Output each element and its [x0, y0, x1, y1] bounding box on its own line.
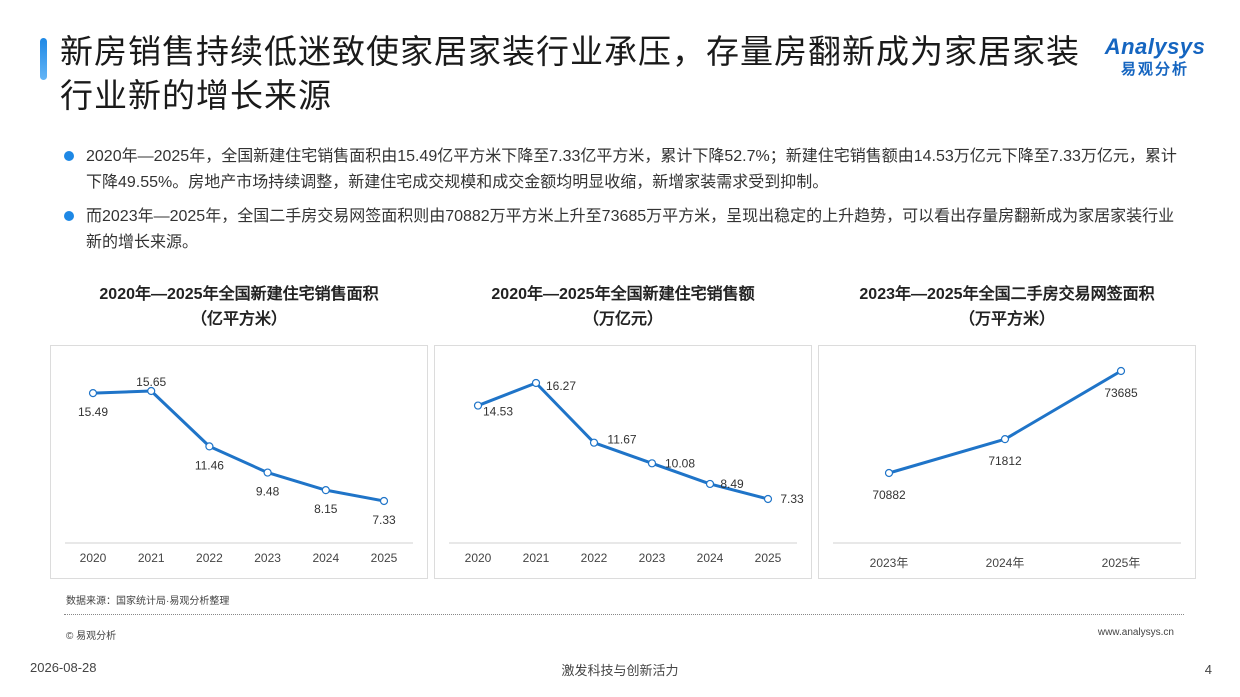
title-accent-bar	[40, 38, 47, 80]
data-label: 7.33	[372, 513, 396, 527]
data-point	[647, 459, 657, 468]
bullet-item: 2020年—2025年，全国新建住宅销售面积由15.49亿平方米下降至7.33亿…	[62, 144, 1182, 196]
data-label: 73685	[1104, 386, 1138, 400]
x-tick-label: 2023年	[870, 556, 909, 570]
logo-text-en: Analysys	[1104, 34, 1206, 59]
data-point	[1000, 435, 1010, 444]
x-tick-label: 2025年	[1102, 556, 1141, 570]
data-point	[263, 468, 272, 477]
page-number: 4	[1204, 662, 1212, 677]
data-point	[884, 468, 894, 478]
data-point	[88, 389, 98, 398]
data-source: 数据来源：国家统计局·易观分析整理	[66, 596, 230, 607]
chart-resale-area: 70882 2023年 71812 2024年 73685 2025年	[833, 366, 1181, 570]
data-label: 7.33	[780, 492, 804, 506]
bullet-dot-icon	[64, 151, 74, 161]
copyright: © 易观分析	[66, 631, 117, 642]
x-tick-label: 2023	[639, 551, 666, 565]
x-tick-label: 2022	[581, 551, 608, 565]
data-label: 11.46	[195, 458, 224, 472]
data-label: 15.65	[136, 375, 166, 389]
data-point	[147, 386, 156, 396]
x-tick-label: 2024年	[986, 556, 1025, 570]
chart-panel-resale-area: 70882 2023年 71812 2024年 73685 2025年	[818, 345, 1196, 579]
website-link[interactable]: www.analysys.cn	[1097, 627, 1174, 638]
data-label: 70882	[872, 488, 906, 502]
data-label: 11.67	[607, 433, 636, 447]
x-tick-label: 2024	[312, 551, 339, 565]
data-label: 8.15	[314, 502, 338, 516]
data-point	[1116, 366, 1126, 376]
data-point	[705, 479, 715, 489]
divider	[64, 614, 1184, 615]
data-label: 15.49	[78, 405, 108, 419]
bullet-item: 而2023年—2025年，全国二手房交易网签面积则由70882万平方米上升至73…	[62, 204, 1182, 256]
bullet-text: 2020年—2025年，全国新建住宅销售面积由15.49亿平方米下降至7.33亿…	[86, 148, 1177, 191]
data-point	[473, 401, 483, 410]
chart-title-sales-amount: 2020年—2025年全国新建住宅销售额 （万亿元）	[434, 282, 812, 332]
data-label: 14.53	[483, 405, 513, 419]
chart-unit-text: （万亿元）	[582, 311, 663, 328]
data-label: 71812	[988, 454, 1022, 468]
data-point	[379, 496, 389, 506]
data-point	[763, 494, 773, 504]
x-tick-label: 2022	[196, 551, 223, 565]
chart-panel-sales-amount: 14.53 2020 16.27 2021 11.67 2022 10.08 2023 8.49…	[434, 345, 812, 579]
logo-text-cn: 易观分析	[1120, 61, 1189, 78]
x-tick-label: 2023	[254, 551, 281, 565]
data-label: 8.49	[720, 477, 744, 491]
x-tick-label: 2025	[371, 551, 398, 565]
x-tick-label: 2020	[80, 551, 107, 565]
chart-panel-sales-area: 15.49 2020 15.65 2021 11.46 2022 9.48 2023 8.15 2…	[50, 345, 428, 579]
chart-sales-amount: 14.53 2020 16.27 2021 11.67 2022 10.08 2023 8.49…	[449, 378, 804, 565]
chart-unit-text: （亿平方米）	[190, 311, 287, 328]
x-tick-label: 2025	[755, 551, 782, 565]
analysys-logo: Analysys 易观分析	[1095, 34, 1215, 79]
series-line	[477, 381, 769, 501]
bullet-list: 2020年—2025年，全国新建住宅销售面积由15.49亿平方米下降至7.33亿…	[62, 144, 1182, 264]
chart-title-sales-area: 2020年—2025年全国新建住宅销售面积 （亿平方米）	[50, 282, 428, 332]
page-title: 新房销售持续低迷致使家居家装行业承压，存量房翻新成为家居家装行业新的增长来源	[60, 33, 1080, 114]
data-label: 16.27	[546, 379, 576, 393]
chart-title-resale-area: 2023年—2025年全国二手房交易网签面积 （万平方米）	[818, 282, 1196, 332]
footer-slogan: 激发科技与创新活力	[561, 663, 679, 678]
chart-title-text: 2020年—2025年全国新建住宅销售额	[491, 286, 755, 303]
data-point	[321, 486, 330, 495]
x-tick-label: 2021	[523, 551, 550, 565]
data-point	[205, 442, 214, 451]
data-label: 9.48	[256, 485, 280, 499]
data-point	[589, 438, 599, 447]
chart-title-text: 2020年—2025年全国新建住宅销售面积	[99, 286, 379, 303]
series-line	[92, 389, 385, 503]
footer-date: 2026-08-28	[30, 660, 97, 675]
data-point	[531, 378, 541, 388]
bullet-text: 而2023年—2025年，全国二手房交易网签面积则由70882万平方米上升至73…	[86, 208, 1175, 251]
x-tick-label: 2020	[465, 551, 492, 565]
chart-sales-area: 15.49 2020 15.65 2021 11.46 2022 9.48 2023 8.15 2…	[65, 375, 413, 565]
chart-title-text: 2023年—2025年全国二手房交易网签面积	[859, 286, 1155, 303]
bullet-dot-icon	[64, 211, 74, 221]
x-tick-label: 2021	[138, 551, 165, 565]
x-tick-label: 2024	[697, 551, 724, 565]
chart-unit-text: （万平方米）	[958, 311, 1055, 328]
data-label: 10.08	[665, 456, 695, 470]
